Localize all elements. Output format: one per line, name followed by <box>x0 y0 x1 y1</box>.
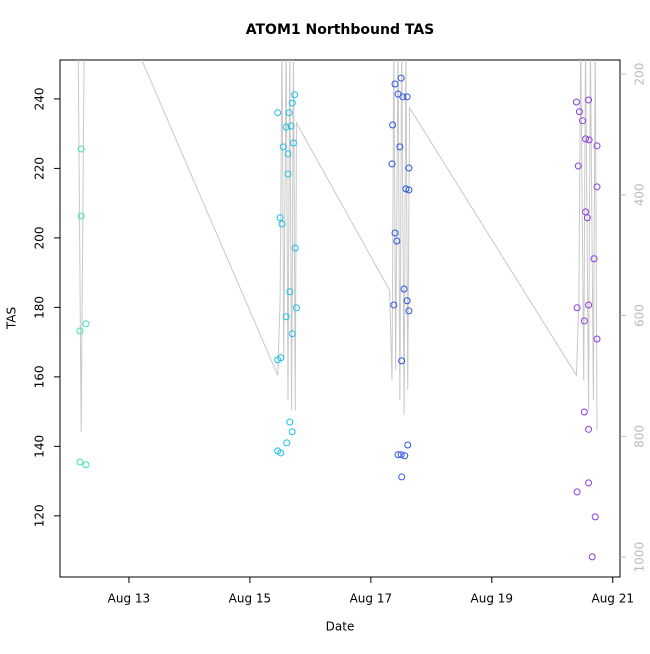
point <box>405 164 413 172</box>
point <box>292 304 300 312</box>
point <box>575 108 583 116</box>
point <box>593 335 601 343</box>
point <box>582 135 590 143</box>
point <box>403 297 411 305</box>
y2-tick-label: 200 <box>633 63 647 86</box>
point <box>588 553 596 561</box>
chart-title: ATOM1 Northbound TAS <box>246 22 435 38</box>
x-tick-label: Aug 15 <box>229 592 272 606</box>
point <box>573 304 581 312</box>
point <box>283 439 291 447</box>
point <box>573 488 581 496</box>
point <box>393 237 401 245</box>
point <box>403 93 411 101</box>
point <box>396 143 404 151</box>
point <box>282 123 290 131</box>
point <box>286 418 294 426</box>
point <box>585 425 593 433</box>
y-tick-label: 220 <box>33 157 47 180</box>
point <box>397 451 405 459</box>
pressure-line <box>77 60 598 433</box>
y-tick-label: 240 <box>33 87 47 110</box>
point <box>279 143 287 151</box>
point <box>398 357 406 365</box>
point <box>585 479 593 487</box>
y-tick-label: 200 <box>33 226 47 249</box>
y-axis-label: TAS <box>5 307 19 330</box>
point <box>282 313 290 321</box>
point <box>583 214 591 222</box>
point <box>284 150 292 158</box>
y2-tick-label: 400 <box>633 183 647 206</box>
point <box>291 244 299 252</box>
point <box>391 80 399 88</box>
x-axis-label: Date <box>326 620 355 634</box>
point <box>572 98 580 106</box>
point <box>397 74 405 82</box>
x-tick-label: Aug 17 <box>350 592 393 606</box>
point <box>580 317 588 325</box>
point <box>278 220 286 228</box>
y-tick-label: 120 <box>33 504 47 527</box>
point <box>400 285 408 293</box>
y-tick-label: 180 <box>33 296 47 319</box>
point <box>574 162 582 170</box>
point <box>390 301 398 309</box>
x-tick-label: Aug 21 <box>591 592 634 606</box>
point <box>276 214 284 222</box>
point <box>579 117 587 125</box>
y-tick-label: 160 <box>33 365 47 388</box>
point <box>593 142 601 150</box>
y-tick-label: 140 <box>33 435 47 458</box>
point <box>289 139 297 147</box>
point <box>402 185 410 193</box>
point <box>277 449 285 457</box>
point <box>389 121 397 129</box>
point <box>82 461 90 469</box>
point <box>580 408 588 416</box>
point <box>288 428 296 436</box>
point <box>591 513 599 521</box>
point <box>391 229 399 237</box>
point <box>394 451 402 459</box>
y2-tick-label: 800 <box>633 425 647 448</box>
point <box>405 186 413 194</box>
point <box>274 356 282 364</box>
point <box>274 109 282 117</box>
point <box>288 330 296 338</box>
point <box>404 441 412 449</box>
x-tick-label: Aug 19 <box>471 592 514 606</box>
y2-tick-label: 600 <box>633 304 647 327</box>
point <box>287 122 295 130</box>
point <box>405 307 413 315</box>
point <box>284 170 292 178</box>
point <box>585 96 593 104</box>
point <box>585 301 593 309</box>
y2-tick-label: 1000 <box>633 542 647 573</box>
point <box>582 208 590 216</box>
point <box>285 109 293 117</box>
point <box>76 327 84 335</box>
plot-area <box>76 60 601 561</box>
x-tick-label: Aug 13 <box>108 592 151 606</box>
point <box>291 91 299 99</box>
point <box>593 183 601 191</box>
point <box>401 452 409 460</box>
point <box>399 93 407 101</box>
point <box>288 99 296 107</box>
point <box>585 136 593 144</box>
point <box>82 320 90 328</box>
point <box>398 473 406 481</box>
point <box>76 458 84 466</box>
point <box>77 212 85 220</box>
point <box>286 288 294 296</box>
point <box>77 145 85 153</box>
plot-frame <box>59 59 621 578</box>
point <box>388 160 396 168</box>
point <box>590 255 598 263</box>
